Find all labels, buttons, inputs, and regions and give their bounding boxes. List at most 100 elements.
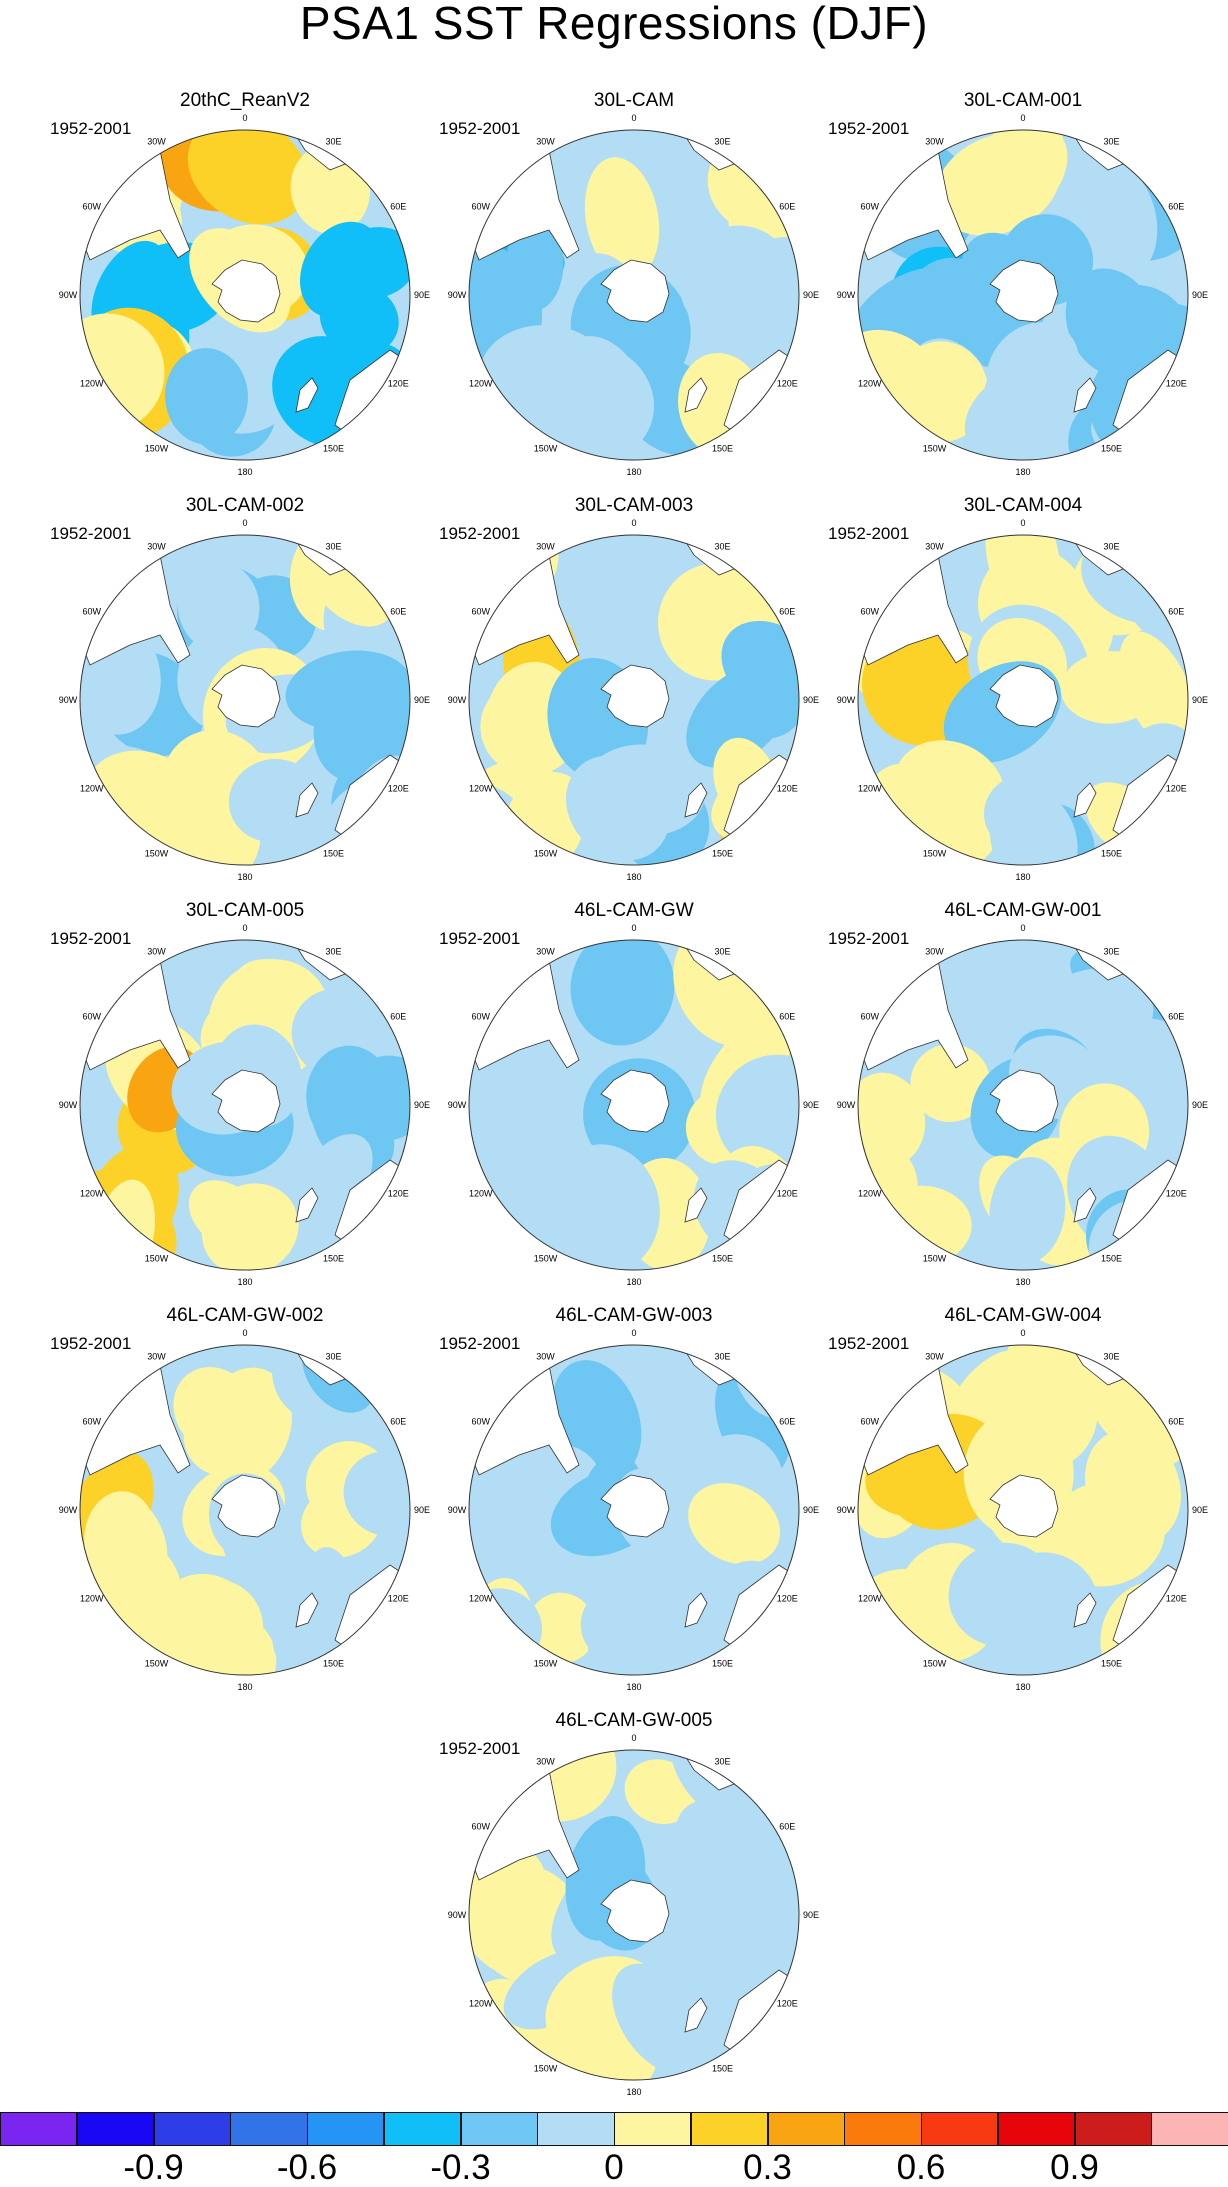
meridian-label: 30W [536, 1352, 555, 1362]
meridian-label: 60W [471, 202, 490, 212]
panel-period: 1952-2001 [828, 524, 910, 543]
south-america-landmass [858, 535, 969, 666]
meridian-label: 60E [779, 1417, 795, 1427]
colorbar-swatch [921, 2112, 999, 2146]
meridian-label: 0 [1020, 1328, 1025, 1338]
meridian-label: 60E [779, 202, 795, 212]
map-boundary [468, 129, 800, 461]
sst-anomaly-region [469, 1458, 574, 1575]
panel-title: 46L-CAM-GW-002 [166, 1305, 324, 1326]
sst-anomaly-region [201, 1183, 299, 1270]
map-panel: 46L-CAM-GW-005 1952-2001 0 30E 60E 90E 120E 150… [439, 1710, 829, 2110]
meridian-label: 120W [80, 1594, 104, 1604]
meridian-label: 30E [714, 1757, 730, 1767]
south-america-landmass [469, 1345, 580, 1476]
meridian-label: 90W [837, 695, 856, 705]
panel-period: 1952-2001 [439, 119, 521, 138]
sst-anomaly-region [583, 744, 706, 836]
panel-title: 46L-CAM-GW-003 [555, 1305, 713, 1326]
meridian-label: 0 [242, 518, 247, 528]
meridian-label: 90W [59, 1100, 78, 1110]
meridian-label: 0 [1020, 113, 1025, 123]
new-zealand-landmass [295, 377, 319, 413]
map-panel: 30L-CAM-004 1952-2001 0 30E 60E 90E 120E 150E 18… [828, 495, 1218, 895]
antarctica-landmass [600, 1879, 670, 1943]
new-zealand-landmass [295, 782, 319, 818]
meridian-label: 60W [471, 1822, 490, 1832]
south-america-landmass [469, 1750, 580, 1881]
colorbar-swatch [76, 2112, 154, 2146]
meridian-label: 150E [712, 848, 733, 858]
meridian-label: 150W [923, 848, 947, 858]
meridian-label: 30E [325, 1352, 341, 1362]
map-panel: 30L-CAM 1952-2001 0 30E 60E 90E 120E 150E 180 150… [439, 90, 829, 490]
panel-period: 1952-2001 [439, 524, 521, 543]
meridian-label: 120E [777, 1999, 798, 2009]
map-boundary [857, 534, 1189, 866]
meridian-label: 120W [469, 379, 493, 389]
south-america-landmass [80, 1345, 191, 1476]
meridian-label: 150W [923, 1253, 947, 1263]
south-america-landmass [858, 940, 969, 1071]
new-zealand-landmass [1073, 377, 1097, 413]
sst-anomaly-region [688, 1483, 781, 1565]
meridian-label: 180 [626, 467, 641, 477]
new-zealand-landmass [295, 1592, 319, 1628]
panel-period: 1952-2001 [439, 1739, 521, 1758]
antarctica-landmass [989, 1069, 1059, 1133]
polar-map: 0 30E 60E 90E 120E 150E 180 150W 120W 90W 60W 30W [837, 113, 1208, 477]
meridian-label: 30E [714, 137, 730, 147]
meridian-label: 120E [777, 379, 798, 389]
colorbar-tick-label: 0 [604, 2148, 624, 2187]
meridian-label: 30W [147, 542, 166, 552]
meridian-label: 180 [237, 1277, 252, 1287]
meridian-label: 90E [803, 1100, 819, 1110]
meridian-label: 180 [1015, 1277, 1030, 1287]
meridian-label: 30W [925, 137, 944, 147]
meridian-label: 150W [534, 443, 558, 453]
meridian-label: 30E [325, 137, 341, 147]
meridian-label: 180 [626, 1277, 641, 1287]
sst-anomaly-region [858, 1072, 926, 1166]
meridian-label: 30W [147, 137, 166, 147]
meridian-label: 0 [242, 923, 247, 933]
sst-anomaly-region [1118, 631, 1188, 750]
meridian-label: 90W [59, 1505, 78, 1515]
meridian-label: 60E [779, 1012, 795, 1022]
map-boundary [468, 939, 800, 1271]
new-zealand-landmass [684, 377, 708, 413]
meridian-label: 90E [414, 1100, 430, 1110]
meridian-label: 0 [242, 113, 247, 123]
sst-anomaly-region [548, 1144, 660, 1270]
sst-anomaly-region [187, 130, 309, 225]
polar-map: 0 30E 60E 90E 120E 150E 180 150W 120W 90W 60W 30W [448, 1733, 819, 2097]
meridian-label: 120E [1166, 784, 1187, 794]
meridian-label: 120W [80, 379, 104, 389]
panel-title: 20thC_ReanV2 [180, 90, 310, 111]
new-zealand-landmass [684, 1997, 708, 2033]
meridian-label: 30W [147, 1352, 166, 1362]
sst-anomaly-region [679, 225, 794, 339]
new-zealand-landmass [684, 782, 708, 818]
meridian-label: 90E [1192, 290, 1208, 300]
antarctica-landmass [600, 1474, 670, 1538]
meridian-label: 120W [469, 1999, 493, 2009]
meridian-label: 60W [82, 1417, 101, 1427]
meridian-label: 180 [237, 1682, 252, 1692]
meridian-label: 120W [469, 1594, 493, 1604]
meridian-label: 120E [777, 1594, 798, 1604]
meridian-label: 90E [1192, 1505, 1208, 1515]
map-panel: 30L-CAM-001 1952-2001 0 30E 60E 90E 120E 150E 18… [828, 90, 1218, 490]
meridian-label: 90W [837, 1505, 856, 1515]
colorbar-swatch [1074, 2112, 1152, 2146]
colorbar-tick-label: 0.9 [1050, 2148, 1099, 2187]
meridian-label: 120E [1166, 379, 1187, 389]
meridian-label: 90E [414, 290, 430, 300]
meridian-label: 60W [471, 1417, 490, 1427]
antarctica-landmass [989, 1474, 1059, 1538]
map-boundary [79, 129, 411, 461]
antarctica-landmass [989, 664, 1059, 728]
map-boundary [79, 939, 411, 1271]
meridian-label: 90W [837, 1100, 856, 1110]
sst-anomaly-region [319, 282, 399, 355]
